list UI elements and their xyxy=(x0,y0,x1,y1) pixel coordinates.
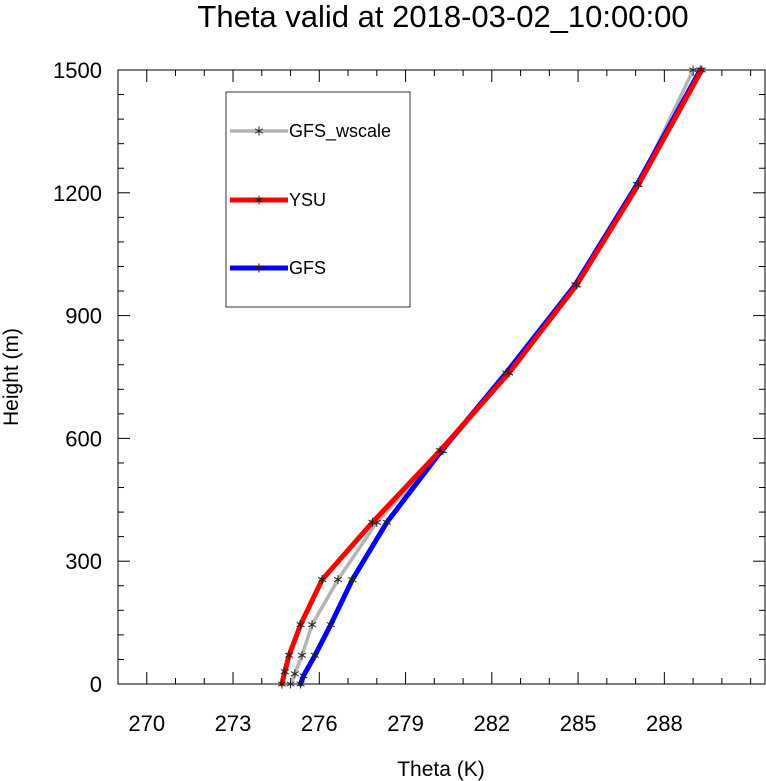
y-tick-label: 0 xyxy=(90,672,102,697)
data-point xyxy=(572,280,581,290)
data-point xyxy=(254,195,264,205)
legend-label: YSU xyxy=(289,190,326,210)
series-layer xyxy=(277,65,706,689)
data-point xyxy=(307,620,317,630)
data-point xyxy=(333,575,343,585)
y-axis-title: Height (m) xyxy=(0,328,23,426)
legend-item: YSU xyxy=(230,190,326,210)
y-tick-label: 300 xyxy=(65,549,102,574)
y-tick-label: 1500 xyxy=(53,58,102,83)
legend: GFS_wscale YSU GFS xyxy=(225,91,411,308)
data-point xyxy=(254,263,264,273)
data-point xyxy=(697,65,706,75)
data-point xyxy=(296,679,305,689)
legend-label: GFS_wscale xyxy=(289,121,391,142)
data-point xyxy=(280,667,289,677)
series-ysu xyxy=(277,65,706,689)
data-point xyxy=(688,65,698,75)
x-tick-label: 270 xyxy=(128,711,165,736)
data-point xyxy=(310,650,320,660)
data-point xyxy=(634,180,643,190)
data-point xyxy=(326,620,335,630)
x-axis-ticks: 270 273 276 279 282 285 288 xyxy=(117,70,752,736)
x-tick-label: 288 xyxy=(646,711,683,736)
data-point xyxy=(368,517,377,527)
legend-label: GFS xyxy=(289,258,326,278)
data-point xyxy=(286,679,295,689)
y-tick-label: 900 xyxy=(65,304,102,329)
data-point xyxy=(382,517,392,527)
x-tick-label: 285 xyxy=(560,711,597,736)
x-tick-label: 276 xyxy=(301,711,338,736)
legend-item: GFS xyxy=(230,258,326,278)
x-tick-label: 279 xyxy=(387,711,424,736)
data-point xyxy=(290,669,299,679)
data-point xyxy=(284,650,294,660)
data-point xyxy=(348,575,357,585)
x-tick-label: 273 xyxy=(215,711,252,736)
x-axis-title: Theta (K) xyxy=(397,758,485,781)
data-point xyxy=(296,620,305,630)
y-tick-label: 1200 xyxy=(53,181,102,206)
data-point xyxy=(254,126,264,136)
y-axis-ticks: 0 300 600 900 1200 1500 xyxy=(53,58,765,697)
y-tick-label: 600 xyxy=(65,426,102,451)
legend-item: GFS_wscale xyxy=(230,121,391,142)
chart-title: Theta valid at 2018-03-02_10:00:00 xyxy=(197,0,688,34)
plot-border xyxy=(117,69,766,685)
data-point xyxy=(299,671,308,681)
x-tick-label: 282 xyxy=(473,711,510,736)
plot-frame xyxy=(117,69,766,685)
data-point xyxy=(435,446,445,456)
data-point xyxy=(277,679,287,689)
data-point xyxy=(318,575,327,585)
data-point xyxy=(504,368,514,378)
data-point xyxy=(297,650,307,660)
